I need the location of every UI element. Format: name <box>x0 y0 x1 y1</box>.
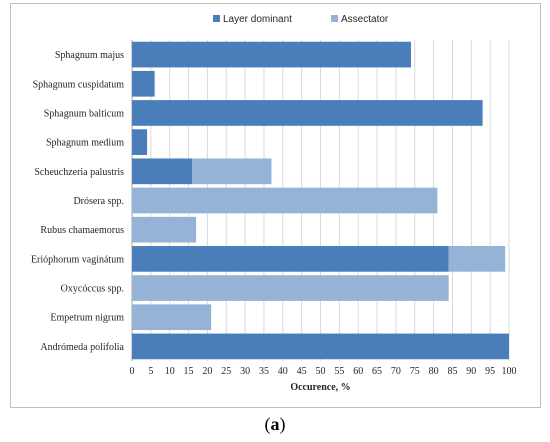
legend-label-assectator: Assectator <box>341 14 389 25</box>
x-tick-label-6: 30 <box>240 366 250 377</box>
bar-layer-dominant-7 <box>132 246 449 272</box>
category-label-6: Rubus chamaemorus <box>40 225 124 236</box>
bar-assectator-6 <box>132 216 197 243</box>
caption-open-paren: ( <box>264 414 271 434</box>
bar-layer-dominant-0 <box>132 41 411 68</box>
bar-layer-dominant-3 <box>132 129 148 155</box>
x-tick-label-13: 65 <box>372 366 382 377</box>
bar-assectator-9 <box>132 304 212 331</box>
x-tick-label-9: 45 <box>297 366 307 377</box>
category-label-8: Oxycóccus spp. <box>61 284 124 295</box>
category-label-3: Sphagnum medium <box>46 138 124 149</box>
x-tick-label-18: 90 <box>466 366 476 377</box>
caption-letter: a <box>270 414 280 434</box>
bar-layer-dominant-1 <box>132 70 155 97</box>
category-label-1: Sphagnum cuspidatum <box>33 79 125 90</box>
bar-layer-dominant-2 <box>132 100 483 126</box>
bar-layer-dominant-10 <box>132 333 509 360</box>
x-tick-label-0: 0 <box>130 366 135 377</box>
bar-assectator-7 <box>448 246 506 272</box>
figure-caption: (a) <box>0 414 550 435</box>
category-label-10: Andrómeda polifolia <box>40 342 124 353</box>
bar-assectator-5 <box>132 187 438 214</box>
x-tick-label-4: 20 <box>202 366 212 377</box>
x-tick-label-3: 15 <box>184 366 194 377</box>
x-tick-label-10: 50 <box>316 366 326 377</box>
x-tick-label-20: 100 <box>502 366 517 377</box>
bar-assectator-4 <box>192 158 272 185</box>
category-label-0: Sphagnum majus <box>55 50 124 61</box>
category-label-2: Sphagnum balticum <box>44 108 124 119</box>
x-tick-label-11: 55 <box>334 366 344 377</box>
bar-chart: Sphagnum majus Sphagnum cuspidatum Sphagnu… <box>31 14 517 393</box>
chart-frame: Sphagnum majus Sphagnum cuspidatum Sphagnu… <box>10 3 541 408</box>
bar-assectator-8 <box>132 275 449 301</box>
x-tick-label-14: 70 <box>391 366 401 377</box>
x-tick-label-8: 40 <box>278 366 288 377</box>
category-label-4: Scheuchzeria palustris <box>34 167 124 178</box>
x-tick-label-12: 60 <box>353 366 363 377</box>
legend-swatch-layer-dominant <box>213 15 220 22</box>
x-tick-label-17: 85 <box>447 366 457 377</box>
category-label-7: Erióphorum vaginátum <box>31 254 124 265</box>
x-tick-label-5: 25 <box>221 366 231 377</box>
x-tick-label-1: 5 <box>148 366 153 377</box>
category-label-5: Drósera spp. <box>73 196 124 207</box>
category-label-9: Empetrum nigrum <box>50 313 124 324</box>
legend-swatch-assectator <box>331 15 338 22</box>
caption-close-paren: ) <box>279 414 286 434</box>
x-tick-label-7: 35 <box>259 366 269 377</box>
x-tick-label-19: 95 <box>485 366 495 377</box>
x-tick-label-16: 80 <box>429 366 439 377</box>
legend-label-layer-dominant: Layer dominant <box>223 14 292 25</box>
x-tick-label-2: 10 <box>165 366 175 377</box>
bar-layer-dominant-4 <box>132 158 193 185</box>
x-tick-label-15: 75 <box>410 366 420 377</box>
x-axis-title: Occurence, % <box>290 382 350 393</box>
